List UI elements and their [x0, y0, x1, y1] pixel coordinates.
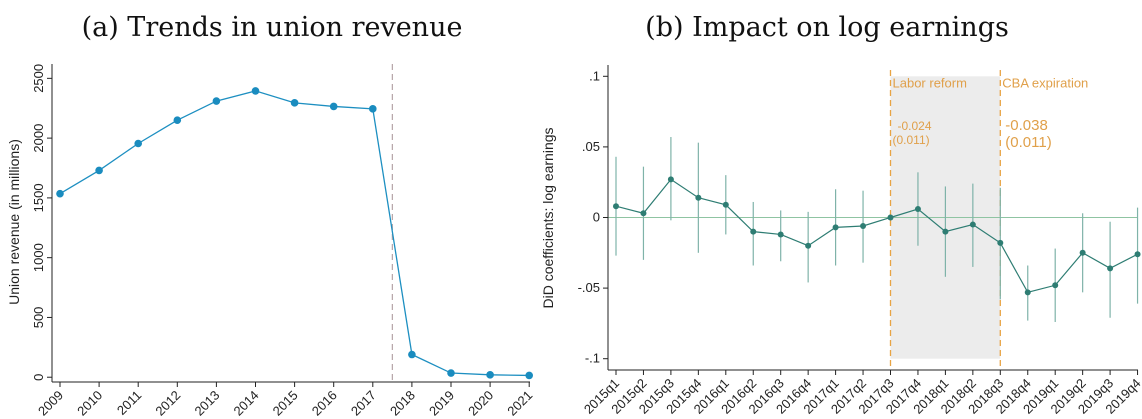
panel-b-ytick-label: -.05 — [578, 280, 600, 295]
panel-a-xtick-label: 2011 — [114, 388, 144, 418]
panel-a-point — [134, 139, 142, 148]
panel-a-point — [173, 116, 182, 124]
panel-b-annotation-se: (0.011) — [893, 133, 930, 147]
panel-a-xtick-label: 2017 — [348, 388, 379, 419]
panel-b-point — [1024, 289, 1031, 296]
panel-b-point — [695, 194, 702, 201]
panel-b-ytick-label: 0 — [593, 210, 600, 225]
panel-b-point — [640, 210, 647, 217]
panel-a-point — [486, 371, 494, 379]
panel-b-annotation-estimate: -0.038 — [1005, 117, 1048, 134]
panel-a-xtick-label: 2016 — [309, 388, 340, 419]
panel-a-point — [525, 371, 533, 380]
panel-a-point — [95, 166, 103, 175]
panel-b-ytick-label: -.1 — [585, 351, 600, 366]
panel-a-point — [251, 87, 260, 95]
panel-b-annotation-estimate: -0.024 — [898, 119, 932, 133]
panel-a-xtick-label: 2015 — [270, 388, 301, 419]
panel-b-point — [942, 228, 949, 235]
panel-a-xtick-label: 2014 — [231, 388, 262, 419]
panel-a-point — [56, 189, 64, 198]
panel-b-point — [805, 242, 812, 249]
panel-a-point — [329, 102, 338, 111]
panel-b-point — [1079, 249, 1086, 256]
panel-a-plot: 0 500 1000 1500 2000 2500 2009 2010 2011 2012 2013… — [31, 64, 535, 419]
panel-b-series-line — [615, 178, 1138, 294]
panel-b-point — [887, 214, 894, 221]
panel-a-xtick-label: 2012 — [152, 388, 183, 419]
panel-a-xtick-label: 2019 — [426, 388, 457, 419]
panel-a-ytick-label: 2000 — [31, 124, 46, 153]
panel-b-point — [914, 206, 921, 213]
panel-b-point — [722, 201, 729, 208]
panel-a-xtick-label: 2013 — [191, 388, 222, 419]
panel-a-ytick-label: 2500 — [31, 64, 46, 93]
panel-a-xtick-label: 2018 — [387, 388, 418, 419]
panel-a-point — [447, 369, 455, 377]
panel-a-ytick-label: 0 — [31, 374, 46, 381]
panel-b-point — [969, 221, 976, 228]
panel-b-point — [997, 239, 1004, 246]
panel-b-point — [1052, 282, 1059, 289]
panel-b-point — [860, 222, 867, 229]
panel-b-ytick-label: .05 — [582, 139, 600, 154]
panel-b-point — [613, 203, 619, 210]
panel-b-point — [832, 224, 839, 231]
panel-a-xtick-label: 2020 — [465, 388, 496, 419]
panel-b-point — [1107, 265, 1114, 272]
panel-b-reference-label: Labor reform — [893, 75, 967, 90]
panel-b-ylabel: DiD coefficients: log earnings — [540, 127, 556, 308]
panel-a-series-line — [59, 90, 530, 377]
panel-a-point — [212, 97, 221, 105]
panel-b-point — [750, 228, 757, 235]
panel-a-xtick-label: 2009 — [35, 388, 66, 419]
panel-a-point — [408, 350, 416, 359]
panel-a-ylabel: Union revenue (in millions) — [6, 139, 22, 305]
panel-b-point — [667, 176, 674, 183]
panel-a-xtick-label: 2010 — [74, 388, 105, 419]
panel-b-point — [1134, 251, 1141, 258]
panel-a-ytick-label: 1500 — [31, 183, 46, 212]
panel-a-title: (a) Trends in union revenue — [82, 12, 463, 43]
panel-a-ytick-label: 1000 — [31, 243, 46, 272]
panel-b-title: (b) Impact on log earnings — [645, 12, 1009, 43]
panel-b-ytick-label: .1 — [589, 68, 600, 83]
panel-a-xtick-label: 2021 — [504, 388, 535, 419]
panel-a-point — [290, 99, 299, 107]
panel-a-ytick-label: 500 — [31, 307, 46, 329]
panel-b-reference-label: CBA expiration — [1002, 75, 1088, 90]
panel-b-plot: .1.050-.05-.12015q12015q22015q32015q4201… — [578, 65, 1142, 417]
panel-a-point — [369, 105, 377, 113]
panel-b-annotation-se: (0.011) — [1005, 134, 1051, 151]
panel-b-point — [777, 231, 784, 238]
